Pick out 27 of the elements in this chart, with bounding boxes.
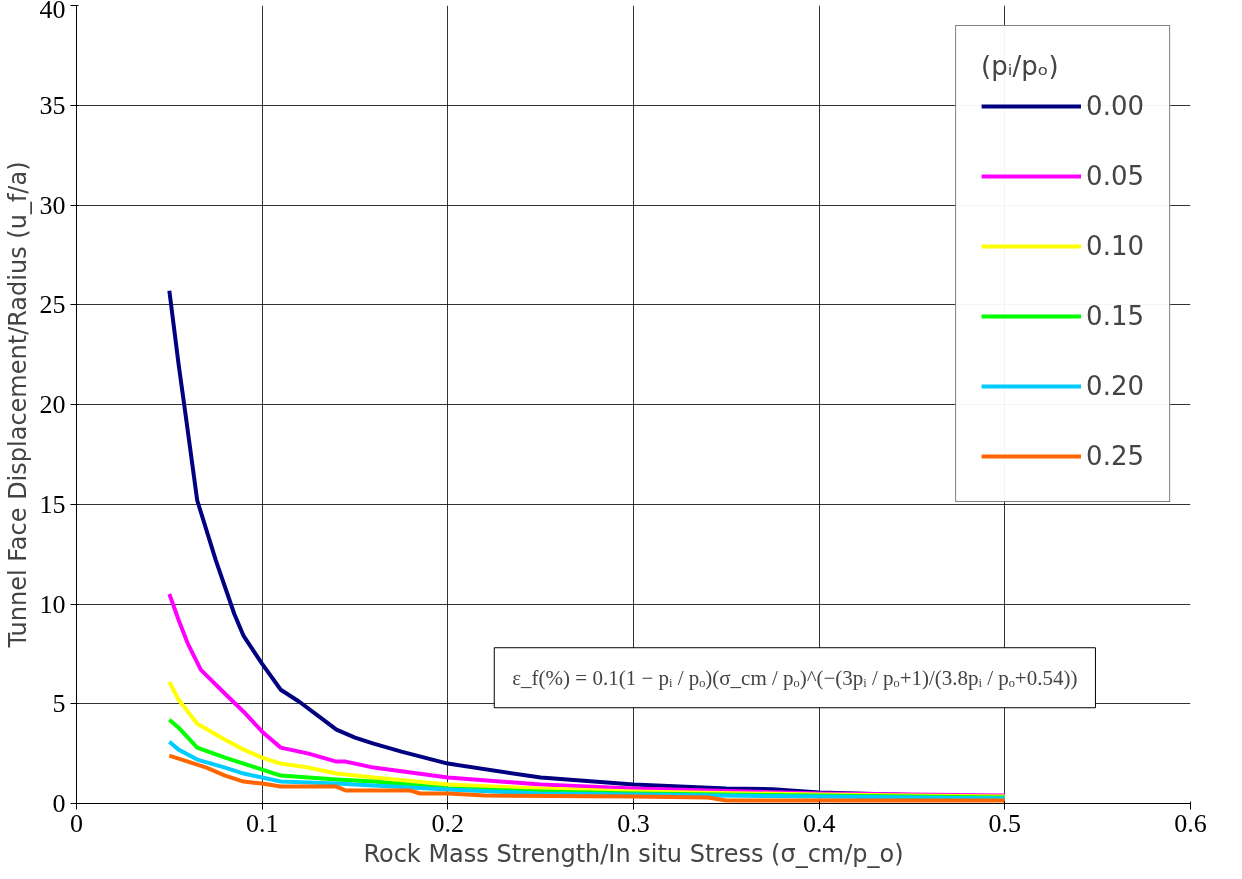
- legend-label: 0.00: [1086, 91, 1144, 121]
- x-axis-title: Rock Mass Strength/In situ Stress (σ_cm/p_o): [363, 839, 904, 868]
- legend-label: 0.10: [1086, 231, 1144, 261]
- y-tick-label: 20: [39, 390, 66, 419]
- x-tick-label: 0.1: [245, 808, 279, 838]
- y-tick-label: 15: [39, 489, 66, 519]
- y-axis-title: Tunnel Face Displacement/Radius (u_f/a): [3, 161, 32, 649]
- x-tick-label: 0.6: [1174, 808, 1207, 838]
- legend-label: 0.20: [1086, 371, 1144, 401]
- y-tick-label: 5: [52, 689, 66, 719]
- y-tick-label: 30: [39, 190, 66, 220]
- x-tick-label: 0.5: [988, 808, 1022, 838]
- line-series: [167, 739, 1007, 801]
- x-tick-label: 0.4: [802, 808, 836, 838]
- legend-title: (pᵢ/pₒ): [981, 51, 1060, 81]
- y-tick-label: 35: [39, 90, 66, 120]
- line-series: [167, 753, 1007, 803]
- y-tick-label: 10: [39, 589, 66, 619]
- y-tick-label: 40: [39, 0, 66, 24]
- y-tick-label: 0: [52, 789, 66, 818]
- x-tick-label: 0.3: [617, 808, 650, 838]
- legend-label: 0.05: [1086, 161, 1144, 191]
- y-tick-label: 25: [39, 290, 66, 320]
- annotation: ε_f(%) = 0.1(1 − pᵢ / pₒ)(σ_cm / pₒ)^(−(3pᵢ / pₒ+1)/(3.8pᵢ / pₒ+0.54)): [512, 665, 1078, 690]
- x-tick-label: 0.2: [431, 808, 465, 838]
- legend-label: 0.15: [1086, 301, 1144, 331]
- legend-label: 0.25: [1086, 441, 1144, 471]
